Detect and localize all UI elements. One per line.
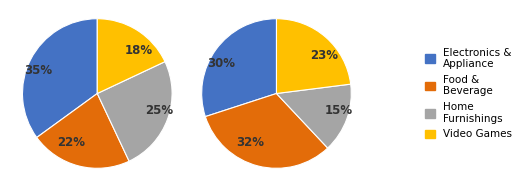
Wedge shape xyxy=(97,19,165,94)
Text: 15%: 15% xyxy=(324,104,352,117)
Wedge shape xyxy=(205,94,328,168)
Text: 30%: 30% xyxy=(207,57,236,70)
Wedge shape xyxy=(276,19,351,94)
Legend: Electronics &
Appliance, Food &
Beverage, Home
Furnishings, Video Games: Electronics & Appliance, Food & Beverage… xyxy=(425,47,512,140)
Text: 32%: 32% xyxy=(236,136,264,149)
Text: 23%: 23% xyxy=(310,49,338,62)
Text: 18%: 18% xyxy=(124,44,153,57)
Text: 22%: 22% xyxy=(57,136,84,149)
Wedge shape xyxy=(276,84,351,148)
Wedge shape xyxy=(37,94,129,168)
Text: 35%: 35% xyxy=(24,64,52,77)
Wedge shape xyxy=(97,62,172,161)
Wedge shape xyxy=(202,19,276,117)
Wedge shape xyxy=(23,19,97,137)
Text: 25%: 25% xyxy=(145,104,173,117)
